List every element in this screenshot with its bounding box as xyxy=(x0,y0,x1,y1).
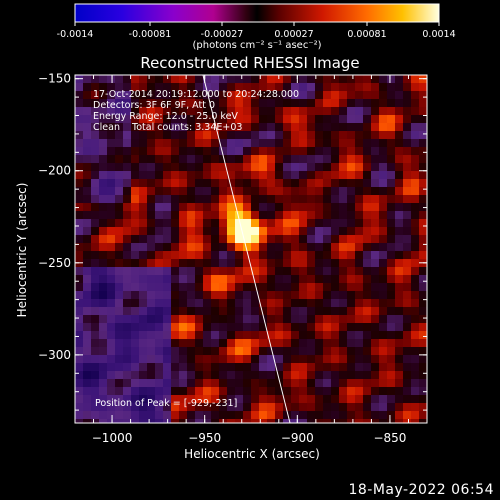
plot-frame xyxy=(74,74,428,424)
plot-title: Reconstructed RHESSI Image xyxy=(140,54,359,72)
y-tick-label: −200 xyxy=(38,164,71,178)
info-line-detectors: Detectors: 3F 6F 9F, Att 0 xyxy=(93,100,215,111)
colorbar-tick-label: 0.00081 xyxy=(347,29,386,40)
heatmap-image xyxy=(75,75,427,423)
x-tick-label: −1000 xyxy=(92,431,133,445)
colorbar-tick-label: -0.00027 xyxy=(201,29,244,40)
x-axis-label: Heliocentric X (arcsec) xyxy=(184,447,320,461)
peak-position-label: Position of Peak = [-929,-231] xyxy=(95,398,237,409)
colorbar-ticks: -0.0014 -0.00081 -0.00027 0.00027 0.00081 0.0… xyxy=(57,22,456,40)
info-line-clean-counts: Clean Total counts: 3.34E+03 xyxy=(93,122,242,133)
colorbar-tick-label: 0.0014 xyxy=(422,29,455,40)
x-tick-label: −950 xyxy=(188,431,221,445)
colorbar xyxy=(74,3,440,23)
x-tick-label: −850 xyxy=(373,431,406,445)
y-tick-label: −150 xyxy=(38,72,71,86)
colorbar-tick-label: -0.0014 xyxy=(57,29,94,40)
y-tick-label: −300 xyxy=(38,348,71,362)
y-axis-label: Heliocentric Y (arcsec) xyxy=(15,183,29,318)
colorbar-tick-label: 0.00027 xyxy=(274,29,313,40)
info-line-time-range: 17-Oct-2014 20:19:12.000 to 20:24:28.000 xyxy=(93,89,299,100)
colorbar-units-label: (photons cm⁻² s⁻¹ asec⁻²) xyxy=(192,40,321,51)
info-line-energy-range: Energy Range: 12.0 - 25.0 keV xyxy=(93,111,238,122)
colorbar-tick-label: -0.00081 xyxy=(129,29,172,40)
y-tick-label: −250 xyxy=(38,256,71,270)
plot-timestamp: 18-May-2022 06:54 xyxy=(348,482,494,498)
axis-ticks: −1000 −950 −900 −850 −150 −200 −250 −300 xyxy=(38,72,428,445)
x-tick-label: −900 xyxy=(281,431,314,445)
solar-limb-line xyxy=(202,75,291,423)
